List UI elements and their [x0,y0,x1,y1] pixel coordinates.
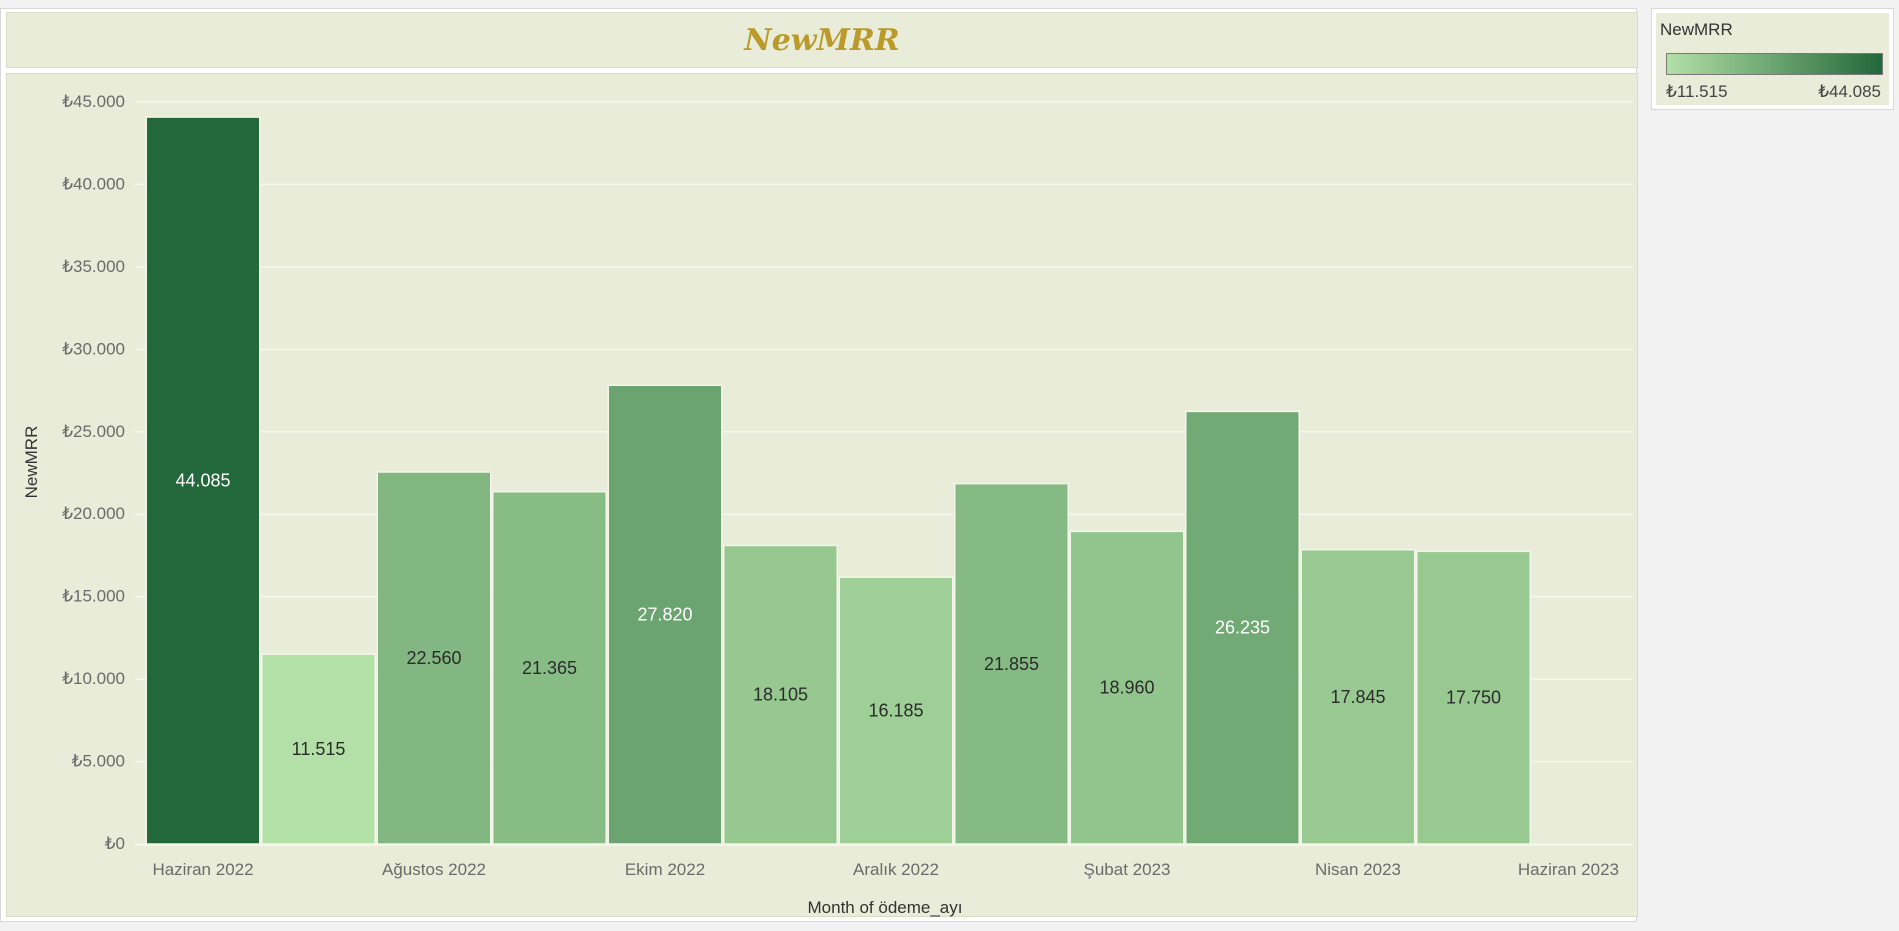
chart-title-bar: NewMRR [6,12,1638,68]
bar-chart: ₺0 ₺5.000 ₺10.000 ₺15.000 ₺20.000 ₺25.000 ₺30.… [22,80,1633,917]
bar [145,116,261,845]
y-tick-label: ₺30.000 [62,339,125,358]
bar-value-label: 27.820 [637,605,692,625]
x-tick-label: Nisan 2023 [1315,860,1401,879]
y-tick-label: ₺35.000 [62,257,125,276]
y-tick-label: ₺15.000 [62,587,125,606]
bar-value-label: 17.845 [1330,687,1385,707]
x-axis-title: Month of ödeme_ayı [808,898,963,917]
bar-value-label: 22.560 [406,648,461,668]
bar-value-label: 44.085 [175,471,230,491]
bar [1300,549,1416,845]
bar [261,653,376,845]
legend-gradient [1666,53,1883,75]
bar-value-label: 18.960 [1099,678,1154,698]
chart-area: ₺0 ₺5.000 ₺10.000 ₺15.000 ₺20.000 ₺25.000 ₺30.… [6,73,1638,917]
chart-title: NewMRR [744,22,900,58]
x-tick-label: Şubat 2023 [1084,860,1171,879]
y-tick-label: ₺5.000 [72,752,125,771]
y-tick-label: ₺20.000 [62,504,125,523]
bar-value-label: 11.515 [292,739,346,759]
bar [838,576,954,845]
bar-value-label: 26.235 [1215,618,1270,638]
x-tick-label: Ekim 2022 [625,860,705,879]
bar [607,384,723,845]
bar-value-label: 21.855 [984,654,1039,674]
bar [1185,410,1300,845]
y-tick-label: ₺25.000 [62,422,125,441]
legend-panel: NewMRR ₺11.515 ₺44.085 [1656,13,1889,105]
color-legend[interactable]: NewMRR ₺11.515 ₺44.085 [1651,8,1894,110]
x-tick-label: Haziran 2022 [152,860,253,879]
legend-max-label: ₺44.085 [1818,82,1881,101]
bar-value-label: 16.185 [868,701,923,721]
bar [1416,550,1531,845]
bar-value-label: 17.750 [1446,688,1501,708]
x-tick-label: Haziran 2023 [1518,860,1619,879]
x-tick-label: Aralık 2022 [853,860,939,879]
y-tick-label: ₺0 [105,834,125,853]
dashboard: NewMRR ₺0 ₺5.000 ₺10.000 ₺15.000 ₺20.000 ₺25.… [0,8,1638,922]
y-tick-label: ₺45.000 [62,92,125,111]
bar [954,482,1069,845]
y-axis-title: NewMRR [22,426,41,499]
bar-value-label: 18.105 [753,685,808,705]
x-tick-label: Ağustos 2022 [382,860,486,879]
y-tick-label: ₺40.000 [62,174,125,193]
y-tick-label: ₺10.000 [62,669,125,688]
legend-min-label: ₺11.515 [1666,82,1728,101]
legend-title: NewMRR [1660,20,1733,39]
bar [1069,530,1185,845]
bar [376,471,492,845]
bar-value-label: 21.365 [522,658,577,678]
